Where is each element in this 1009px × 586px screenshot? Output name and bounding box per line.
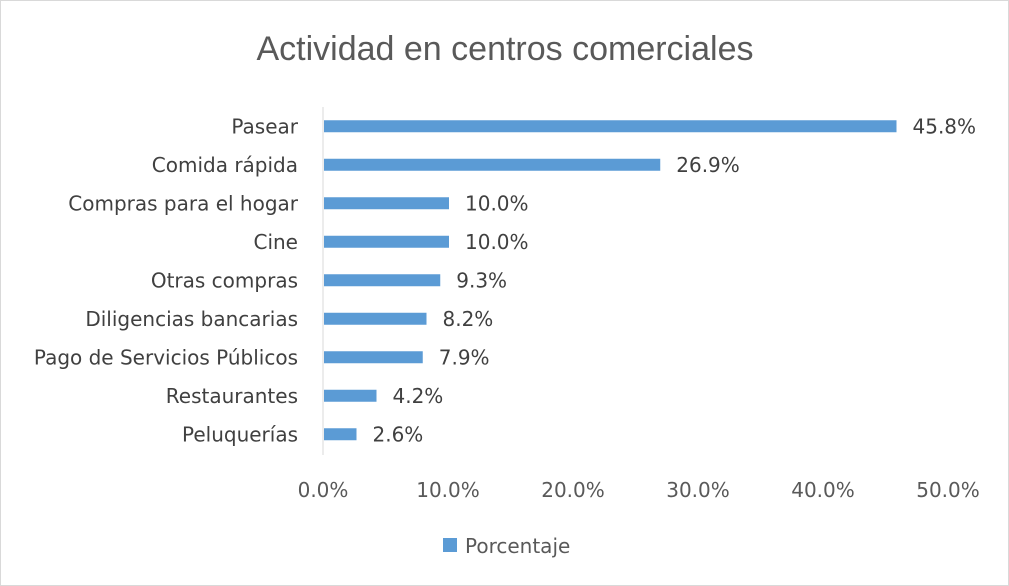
x-tick-label: 40.0%: [791, 478, 855, 502]
x-axis-ticks-group: 0.0% 10.0% 20.0% 30.0% 40.0% 50.0%: [298, 478, 980, 502]
category-label: Cine: [253, 230, 298, 254]
bars-group: [324, 120, 897, 441]
legend-swatch: [443, 538, 457, 552]
category-label: Pago de Servicios Públicos: [34, 345, 298, 369]
legend-label: Porcentaje: [465, 534, 570, 558]
data-label: 7.9%: [439, 345, 490, 369]
bar[interactable]: [324, 312, 427, 325]
x-tick-label: 20.0%: [541, 478, 605, 502]
bar[interactable]: [324, 120, 897, 133]
bar[interactable]: [324, 274, 441, 287]
bar[interactable]: [324, 428, 357, 441]
bar[interactable]: [324, 389, 377, 402]
x-tick-label: 50.0%: [916, 478, 980, 502]
bar[interactable]: [324, 197, 449, 210]
bar[interactable]: [324, 158, 661, 171]
chart-title: Actividad en centros comerciales: [256, 30, 753, 68]
data-label: 2.6%: [373, 422, 424, 446]
category-label: Comida rápida: [152, 153, 298, 177]
data-label: 9.3%: [456, 268, 507, 292]
bar[interactable]: [324, 235, 449, 248]
category-label: Restaurantes: [166, 384, 298, 408]
data-label: 45.8%: [913, 114, 977, 138]
data-label: 26.9%: [676, 153, 740, 177]
x-tick-label: 30.0%: [666, 478, 730, 502]
category-label: Otras compras: [151, 268, 298, 292]
category-label: Pasear: [231, 114, 298, 138]
data-label: 8.2%: [443, 307, 494, 331]
category-label: Peluquerías: [182, 422, 298, 446]
x-tick-label: 0.0%: [298, 478, 349, 502]
category-labels-group: Pasear Comida rápida Compras para el hogar…: [34, 114, 299, 446]
category-label: Diligencias bancarias: [85, 307, 298, 331]
data-label: 10.0%: [465, 230, 529, 254]
value-labels-group: 45.8% 26.9% 10.0% 10.0% 9.3% 8.2% 7.9% 4.2% 2.6%: [373, 114, 977, 446]
legend[interactable]: Porcentaje: [443, 534, 570, 558]
bar[interactable]: [324, 351, 423, 364]
data-label: 4.2%: [393, 384, 444, 408]
x-tick-label: 10.0%: [416, 478, 480, 502]
data-label: 10.0%: [465, 191, 529, 215]
category-label: Compras para el hogar: [68, 191, 299, 215]
